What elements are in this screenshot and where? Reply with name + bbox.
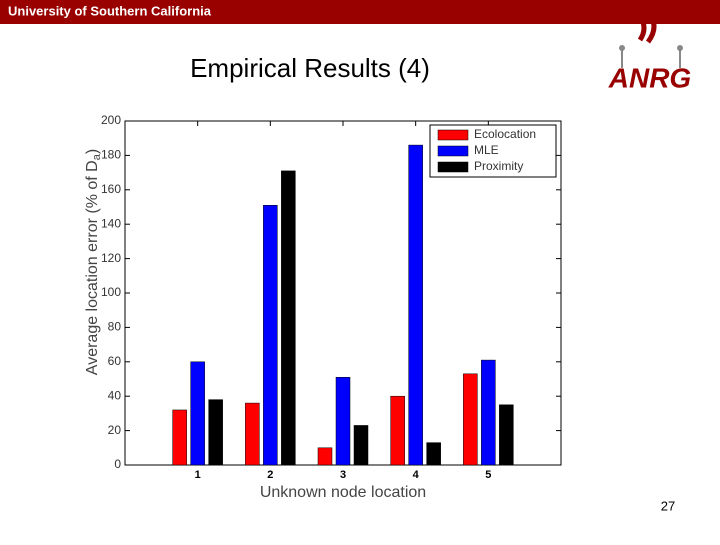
x-axis-label: Unknown node location: [260, 484, 426, 501]
logo-swoosh: [637, 10, 657, 44]
bar: [499, 404, 514, 466]
x-tick-label: 3: [340, 469, 346, 481]
logo-mast: [621, 48, 681, 68]
logo: ANRG: [608, 10, 691, 93]
y-tick-label: 120: [101, 251, 121, 265]
y-tick-label: 80: [108, 320, 122, 334]
y-tick-label: 60: [108, 354, 122, 368]
bar: [353, 425, 369, 466]
y-tick-label: 20: [108, 423, 122, 437]
legend-swatch: [437, 161, 469, 173]
y-tick-label: 180: [101, 148, 121, 162]
legend-label: Proximity: [474, 159, 523, 173]
bar: [335, 377, 351, 466]
x-tick-label: 1: [195, 469, 201, 481]
institution: University of Southern California: [8, 3, 212, 18]
header-bar: [0, 0, 720, 24]
legend-swatch: [437, 145, 469, 157]
y-tick-label: 40: [108, 388, 122, 402]
bar: [317, 447, 333, 466]
logo-text: ANRG: [608, 62, 691, 93]
x-tick-label: 2: [267, 469, 273, 481]
y-tick-label: 160: [101, 182, 121, 196]
y-label-text: Average location error (% of D: [84, 160, 101, 375]
bar: [172, 409, 187, 466]
bar: [245, 402, 260, 466]
bar: [208, 399, 223, 466]
bar: [390, 395, 405, 466]
y-label-sub: a: [91, 153, 103, 160]
y-tick-label: 100: [101, 285, 121, 299]
y-label-text: ): [84, 149, 101, 154]
x-tick-label: 5: [485, 469, 491, 481]
bar: [190, 361, 205, 466]
slide-title: Empirical Results (4): [190, 53, 430, 83]
y-axis-label: Average location error (% of Da): [84, 149, 103, 375]
y-tick-label: 0: [114, 457, 121, 471]
x-tick-label: 4: [413, 469, 420, 481]
legend-label: Ecolocation: [474, 127, 536, 141]
bar: [426, 442, 441, 466]
legend-swatch: [437, 129, 469, 141]
bar: [263, 205, 278, 466]
y-tick-label: 140: [101, 216, 121, 230]
bar: [481, 359, 496, 466]
legend-label: MLE: [474, 143, 499, 157]
bar: [281, 170, 296, 466]
bar: [463, 373, 478, 466]
bar: [408, 144, 423, 466]
y-tick-label: 200: [101, 113, 121, 127]
page-number: 27: [661, 498, 675, 513]
